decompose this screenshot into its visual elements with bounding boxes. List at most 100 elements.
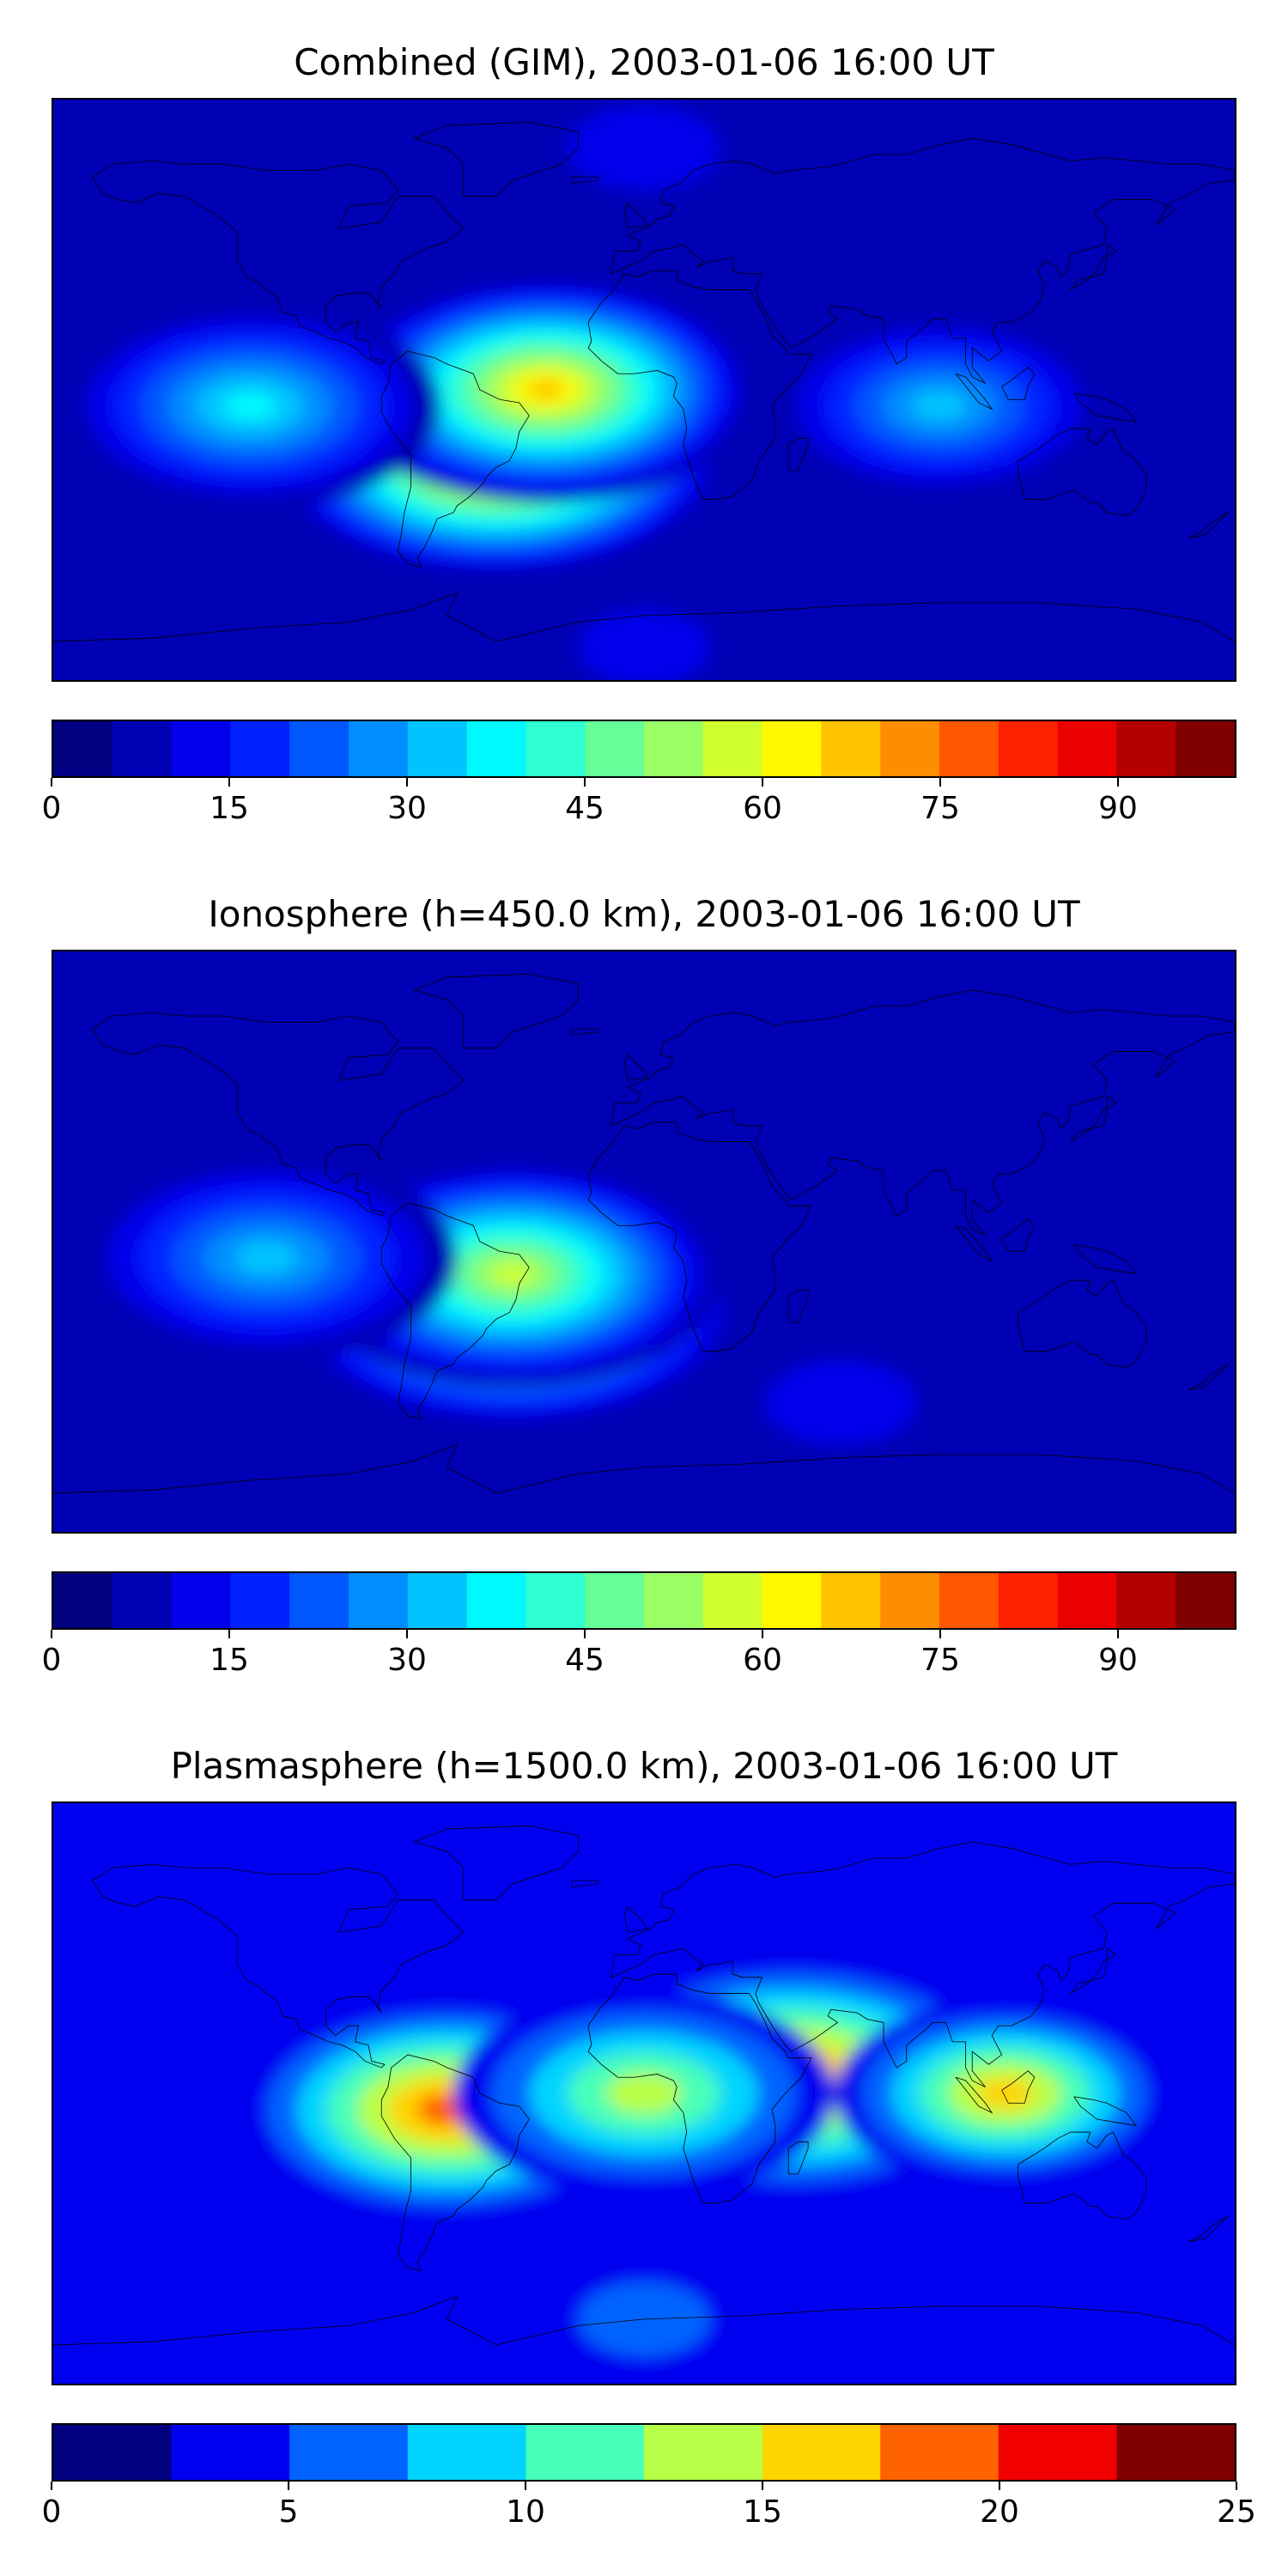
coastline	[1002, 1219, 1035, 1252]
colorbar-tick-mark	[406, 1630, 408, 1638]
coastline	[956, 2077, 992, 2112]
colorbar-tick-label: 45	[565, 1643, 605, 1678]
tec-contour	[578, 611, 710, 680]
colorbar-swatch	[407, 2425, 529, 2480]
colorbar-swatch	[171, 2425, 292, 2480]
coastline	[1188, 1364, 1228, 1390]
colorbar-swatch	[998, 721, 1059, 776]
coastline	[381, 2055, 529, 2271]
colorbar	[52, 720, 1236, 778]
colorbar-swatch	[53, 721, 114, 776]
colorbar-tick-label: 15	[743, 2494, 782, 2530]
colorbar-swatch	[821, 721, 882, 776]
coastline	[414, 974, 578, 1048]
colorbar-swatch	[998, 1573, 1059, 1628]
colorbar-swatch	[466, 1573, 527, 1628]
colorbar-tick-mark	[51, 2482, 52, 2490]
tec-map	[52, 950, 1236, 1534]
colorbar-swatch	[880, 1573, 941, 1628]
colorbar-tick-mark	[525, 2482, 526, 2490]
colorbar-swatch	[526, 1573, 586, 1628]
colorbar-swatch	[762, 721, 823, 776]
colorbar-tick-label: 75	[920, 1643, 960, 1678]
colorbar-swatch	[585, 1573, 646, 1628]
colorbar-swatch	[1057, 1573, 1118, 1628]
coastline	[414, 1826, 578, 1899]
colorbar-swatch	[762, 1573, 823, 1628]
coastline	[572, 1029, 598, 1036]
colorbar-swatch	[171, 721, 232, 776]
coastline	[1074, 1245, 1137, 1274]
coastline	[1071, 245, 1117, 290]
colorbar-tick-label: 15	[210, 1643, 249, 1678]
coastline	[1188, 513, 1228, 538]
colorbar-swatch	[702, 1573, 763, 1628]
coastline	[93, 1864, 464, 2068]
colorbar-tick-mark	[762, 2482, 763, 2490]
colorbar-swatch	[702, 721, 763, 776]
colorbar-tick-label: 30	[387, 791, 427, 826]
colorbar-swatch	[1176, 1573, 1235, 1628]
coastline	[588, 270, 811, 500]
colorbar-tick-label: 45	[565, 791, 605, 826]
colorbar-tick-label: 0	[41, 791, 62, 826]
colorbar-tick-label: 60	[743, 791, 782, 826]
coastline	[381, 351, 529, 568]
tec-contour	[234, 1240, 299, 1275]
colorbar-swatch	[112, 1573, 173, 1628]
chart-title: Ionosphere (h=450.0 km), 2003-01-06 16:0…	[208, 893, 1080, 935]
coastline	[1018, 1280, 1146, 1367]
colorbar-tick-mark	[999, 2482, 1000, 2490]
colorbar-swatch	[939, 1573, 1000, 1628]
colorbar-tick-mark	[762, 1630, 763, 1638]
coastline	[1002, 368, 1035, 400]
coastlines	[53, 1826, 1235, 2345]
colorbar-ticks: 0 15 30 45 60 75 90	[42, 778, 1236, 838]
colorbar-swatch	[821, 1573, 882, 1628]
colorbar-swatch	[289, 2425, 410, 2480]
colorbar-tick-label: 75	[920, 791, 960, 826]
coastlines	[53, 122, 1235, 641]
colorbar-swatch	[1116, 1573, 1177, 1628]
colorbar-swatch	[880, 2425, 1001, 2480]
colorbar-tick-label: 5	[278, 2494, 299, 2530]
colorbar-swatch	[762, 2425, 883, 2480]
coastline	[414, 122, 578, 196]
colorbar-swatch	[644, 2425, 765, 2480]
coastline	[588, 1122, 811, 1352]
colorbar-swatch	[407, 1573, 468, 1628]
colorbar-tick-mark	[584, 778, 586, 787]
coastline	[572, 1880, 598, 1887]
chart-title: Combined (GIM), 2003-01-06 16:00 UT	[294, 41, 994, 83]
colorbar-swatch	[466, 721, 527, 776]
colorbar-swatch	[1176, 721, 1235, 776]
colorbar-tick-label: 60	[743, 1643, 782, 1678]
tec-map	[52, 98, 1236, 682]
tec-map	[52, 1801, 1236, 2385]
colorbar-tick-mark	[228, 1630, 230, 1638]
coastline	[956, 1225, 992, 1261]
colorbar-tick-mark	[51, 1630, 52, 1638]
colorbar-tick-label: 15	[210, 791, 249, 826]
colorbar-swatch	[53, 2425, 174, 2480]
colorbar-tick-label: 25	[1217, 2494, 1256, 2530]
colorbar-tick-label: 30	[387, 1643, 427, 1678]
colorbar-swatch	[407, 721, 468, 776]
tec-contour	[568, 106, 720, 191]
coastline	[1018, 428, 1146, 515]
colorbar-swatch	[289, 721, 350, 776]
coastlines	[53, 974, 1235, 1493]
coastline	[53, 1445, 1235, 1493]
colorbar-tick-mark	[1117, 778, 1119, 787]
coastline	[1071, 1097, 1117, 1142]
coastline	[624, 203, 647, 228]
colorbar-tick-label: 0	[41, 1643, 62, 1678]
colorbar-tick-mark	[1236, 2482, 1237, 2490]
map-plot	[53, 951, 1235, 1532]
tec-contour	[529, 380, 562, 400]
coastline	[624, 1906, 647, 1932]
coastline	[1071, 1948, 1117, 1994]
colorbar-tick-mark	[939, 778, 941, 787]
tec-contour	[976, 2077, 1034, 2110]
colorbar-tick-mark	[939, 1630, 941, 1638]
